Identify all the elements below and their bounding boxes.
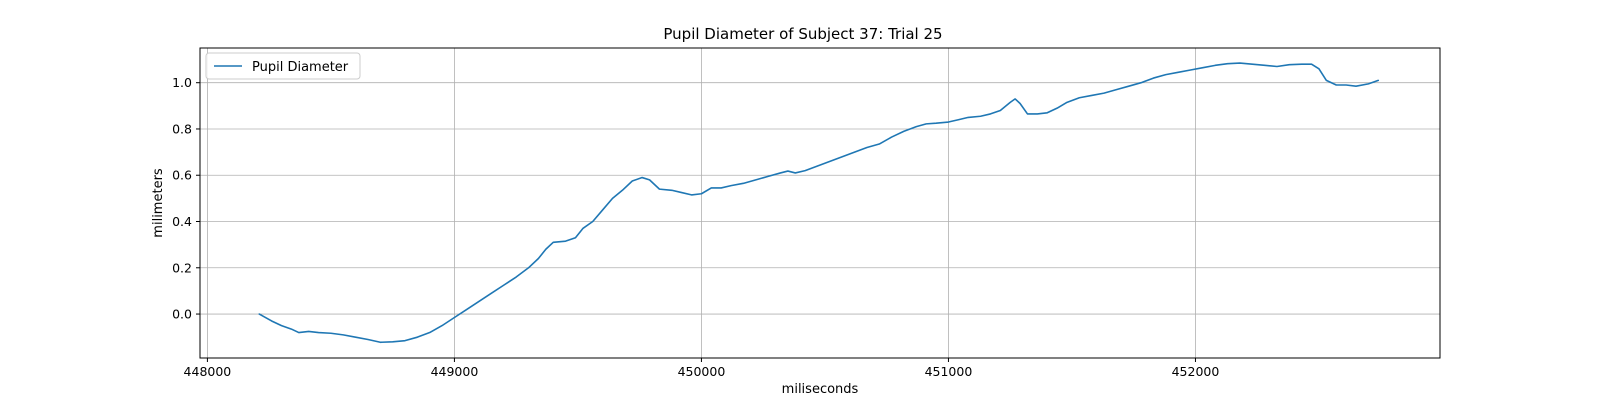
x-axis-label: miliseconds: [782, 382, 859, 397]
legend: Pupil Diameter: [205, 52, 361, 80]
series-line-pupil-diameter: [258, 62, 1380, 344]
chart-title: Pupil Diameter of Subject 37: Trial 25: [663, 25, 942, 43]
axis-ticks: 448000 449000 450000 451000 452000 0.0 0.2 0.4 0…: [172, 75, 1219, 379]
y-tick-label: 1.0: [172, 75, 192, 90]
series-layer: [258, 62, 1380, 344]
x-tick-label: 451000: [925, 364, 973, 379]
y-axis-label: milimeters: [151, 168, 166, 238]
legend-label: Pupil Diameter: [252, 60, 349, 75]
y-tick-label: 0.2: [172, 260, 192, 275]
x-tick-label: 450000: [678, 364, 726, 379]
plot-area-frame: [199, 47, 1441, 359]
y-tick-label: 0.4: [172, 214, 192, 229]
x-tick-label: 449000: [431, 364, 479, 379]
x-tick-label: 452000: [1172, 364, 1220, 379]
y-tick-label: 0.0: [172, 307, 192, 322]
legend-box: [205, 52, 361, 80]
x-tick-label: 448000: [184, 364, 232, 379]
grid-lines: [200, 48, 1440, 358]
y-tick-label: 0.8: [172, 121, 192, 136]
y-tick-label: 0.6: [172, 168, 192, 183]
